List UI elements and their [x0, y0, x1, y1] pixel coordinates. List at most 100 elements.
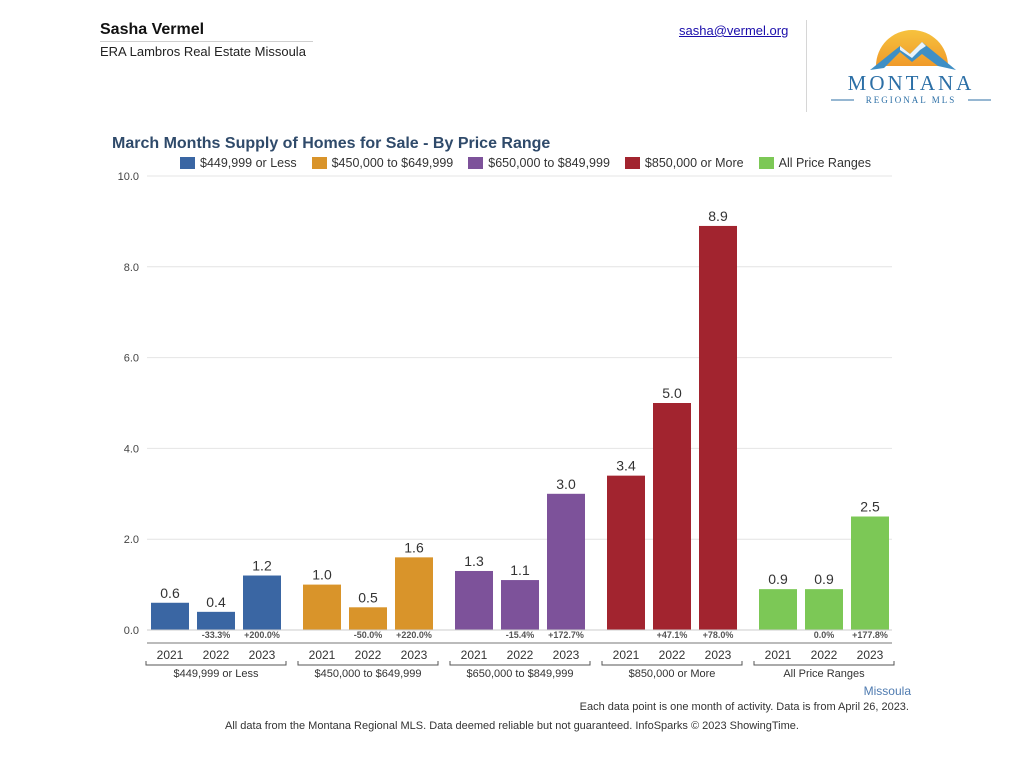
group-label: All Price Ranges	[783, 668, 865, 680]
bar	[501, 580, 539, 630]
bar-value-label: 2.5	[860, 499, 880, 515]
market-name: Missoula	[863, 684, 911, 698]
group-bracket	[297, 661, 439, 666]
bar-value-label: 0.4	[206, 594, 226, 610]
bar-value-label: 0.5	[358, 589, 378, 605]
x-tick-label: 2022	[355, 648, 382, 662]
bar-value-label: 1.6	[404, 539, 424, 555]
legend-swatch	[468, 157, 484, 169]
y-tick-label: 2.0	[124, 534, 139, 546]
legend-item: $449,999 or Less	[180, 156, 297, 170]
y-tick-label: 4.0	[124, 443, 139, 455]
agent-email-link[interactable]: sasha@vermel.org	[679, 23, 789, 38]
pct-change-label: +220.0%	[396, 630, 432, 640]
group-bracket	[449, 661, 591, 666]
pct-change-label: -33.3%	[202, 630, 231, 640]
bar	[805, 589, 843, 630]
legend-item: $850,000 or More	[624, 156, 744, 170]
legend-label: $449,999 or Less	[200, 156, 297, 170]
legend-swatch	[180, 157, 195, 169]
bar-value-label: 1.2	[252, 558, 272, 574]
legend-swatch	[311, 157, 327, 169]
header-divider	[806, 20, 807, 112]
legend-swatch	[624, 157, 640, 169]
bar-value-label: 1.1	[510, 562, 530, 578]
montana-regional-mls-logo: MONTANA REGIONAL MLS	[831, 30, 991, 105]
y-tick-label: 6.0	[124, 353, 139, 365]
bar-value-label: 0.9	[814, 571, 834, 587]
pct-change-label: +47.1%	[657, 630, 688, 640]
x-tick-label: 2023	[857, 648, 884, 662]
x-tick-label: 2022	[811, 648, 838, 662]
group-label: $450,000 to $649,999	[314, 668, 421, 680]
chart-legend: $449,999 or Less $450,000 to $649,999 $650…	[180, 155, 886, 171]
bar-value-label: 0.6	[160, 585, 180, 601]
bar	[455, 570, 493, 630]
bar	[197, 611, 235, 630]
x-tick-label: 2021	[613, 648, 640, 662]
pct-change-label: +78.0%	[703, 630, 734, 640]
y-tick-label: 10.0	[118, 171, 139, 183]
bar-value-label: 3.4	[616, 458, 636, 474]
chart-title: March Months Supply of Homes for Sale - …	[112, 135, 551, 152]
x-tick-label: 2023	[249, 648, 276, 662]
disclaimer: All data from the Montana Regional MLS. …	[225, 720, 799, 732]
bar	[607, 475, 645, 630]
bar	[699, 225, 737, 630]
legend-item: All Price Ranges	[758, 156, 872, 170]
legend-item: $650,000 to $849,999	[468, 156, 610, 170]
bar-value-label: 3.0	[556, 476, 576, 492]
group-bracket	[601, 661, 743, 666]
x-tick-label: 2021	[765, 648, 792, 662]
data-note: Each data point is one month of activity…	[579, 701, 909, 713]
legend-label: All Price Ranges	[778, 156, 872, 170]
bar-value-label: 5.0	[662, 385, 682, 401]
bar	[243, 575, 281, 630]
bar-value-label: 0.9	[768, 571, 788, 587]
x-tick-label: 2022	[203, 648, 230, 662]
agent-office: ERA Lambros Real Estate Missoula	[100, 44, 306, 59]
bar	[547, 493, 585, 630]
pct-change-label: -50.0%	[354, 630, 383, 640]
bar	[653, 403, 691, 630]
logo-text: MONTANA	[848, 71, 975, 95]
x-tick-label: 2022	[659, 648, 686, 662]
legend-item: $450,000 to $649,999	[311, 156, 454, 170]
logo-subtext: REGIONAL MLS	[866, 95, 956, 105]
bar	[759, 589, 797, 630]
legend-swatch	[758, 157, 774, 169]
y-tick-label: 0.0	[124, 625, 139, 637]
x-tick-label: 2021	[461, 648, 488, 662]
legend-label: $650,000 to $849,999	[488, 156, 610, 170]
bar	[851, 516, 889, 630]
group-label: $650,000 to $849,999	[466, 668, 573, 680]
agent-name: Sasha Vermel	[100, 21, 205, 38]
x-tick-label: 2023	[401, 648, 428, 662]
group-bracket	[145, 661, 287, 666]
group-label: $449,999 or Less	[173, 668, 259, 680]
x-tick-label: 2023	[553, 648, 580, 662]
x-tick-label: 2021	[157, 648, 184, 662]
x-tick-label: 2022	[507, 648, 534, 662]
bar	[349, 607, 387, 630]
bar	[151, 602, 189, 630]
group-bracket	[753, 661, 895, 666]
bar-value-label: 1.0	[312, 567, 332, 583]
legend-label: $850,000 or More	[644, 156, 744, 170]
x-tick-label: 2021	[309, 648, 336, 662]
bar	[303, 584, 341, 630]
bar	[395, 557, 433, 630]
agent-divider	[100, 41, 313, 42]
y-tick-label: 8.0	[124, 262, 139, 274]
group-label: $850,000 or More	[629, 668, 716, 680]
pct-change-label: +200.0%	[244, 630, 280, 640]
bar-value-label: 8.9	[708, 208, 728, 224]
x-tick-label: 2023	[705, 648, 732, 662]
pct-change-label: +177.8%	[852, 630, 888, 640]
legend-label: $450,000 to $649,999	[331, 156, 454, 170]
bar-value-label: 1.3	[464, 553, 484, 569]
pct-change-label: -15.4%	[506, 630, 535, 640]
pct-change-label: +172.7%	[548, 630, 584, 640]
pct-change-label: 0.0%	[814, 630, 835, 640]
